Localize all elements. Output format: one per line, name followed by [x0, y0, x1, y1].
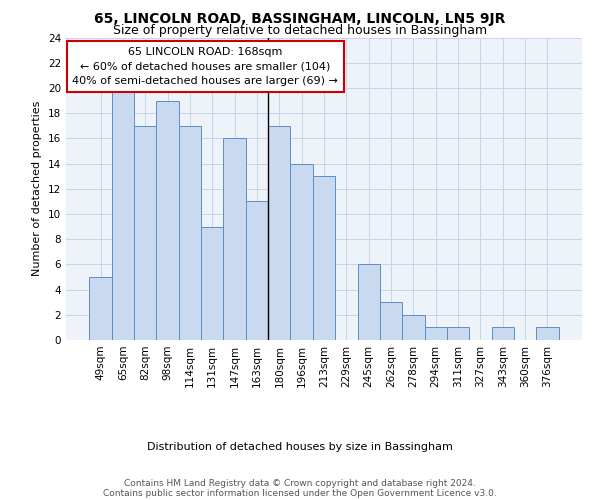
Bar: [134, 126, 157, 340]
Bar: [447, 328, 469, 340]
Text: Distribution of detached houses by size in Bassingham: Distribution of detached houses by size …: [147, 442, 453, 452]
Bar: [179, 126, 201, 340]
Text: 65, LINCOLN ROAD, BASSINGHAM, LINCOLN, LN5 9JR: 65, LINCOLN ROAD, BASSINGHAM, LINCOLN, L…: [94, 12, 506, 26]
Bar: [358, 264, 380, 340]
Text: Size of property relative to detached houses in Bassingham: Size of property relative to detached ho…: [113, 24, 487, 37]
Bar: [380, 302, 402, 340]
Y-axis label: Number of detached properties: Number of detached properties: [32, 101, 43, 276]
Bar: [290, 164, 313, 340]
Bar: [491, 328, 514, 340]
Bar: [313, 176, 335, 340]
Bar: [402, 315, 425, 340]
Bar: [201, 226, 223, 340]
Bar: [157, 100, 179, 340]
Bar: [268, 126, 290, 340]
Text: Contains public sector information licensed under the Open Government Licence v3: Contains public sector information licen…: [103, 489, 497, 498]
Text: 65 LINCOLN ROAD: 168sqm
← 60% of detached houses are smaller (104)
40% of semi-d: 65 LINCOLN ROAD: 168sqm ← 60% of detache…: [73, 46, 338, 86]
Text: Contains HM Land Registry data © Crown copyright and database right 2024.: Contains HM Land Registry data © Crown c…: [124, 479, 476, 488]
Bar: [89, 277, 112, 340]
Bar: [425, 328, 447, 340]
Bar: [536, 328, 559, 340]
Bar: [246, 202, 268, 340]
Bar: [223, 138, 246, 340]
Bar: [112, 88, 134, 340]
